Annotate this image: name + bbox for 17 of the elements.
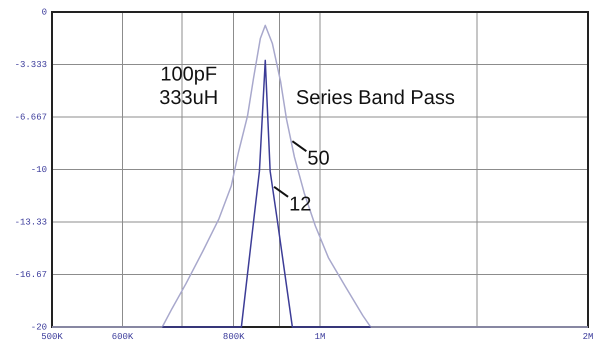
x-tick-label: 800K — [222, 332, 246, 342]
annotation: 100pF — [160, 64, 218, 86]
annotation: Series Band Pass — [296, 87, 455, 110]
x-tick-label: 1M — [314, 332, 326, 342]
annotation: 12 — [289, 193, 312, 216]
y-tick-label: -13.33 — [14, 217, 47, 228]
y-tick-label: -20 — [30, 322, 47, 332]
annotation: 50 — [307, 148, 330, 170]
y-tick-label: -3.333 — [14, 60, 47, 70]
y-tick-label: -6.667 — [14, 112, 47, 122]
annotation: 333uH — [159, 87, 218, 110]
y-tick-label: -10 — [30, 164, 47, 175]
x-tick-label: 500K — [41, 332, 64, 342]
x-tick-label: 2M — [582, 332, 594, 342]
x-tick-label: 600K — [112, 332, 134, 342]
y-tick-label: 0 — [42, 7, 47, 18]
y-tick-label: -16.67 — [14, 270, 47, 280]
